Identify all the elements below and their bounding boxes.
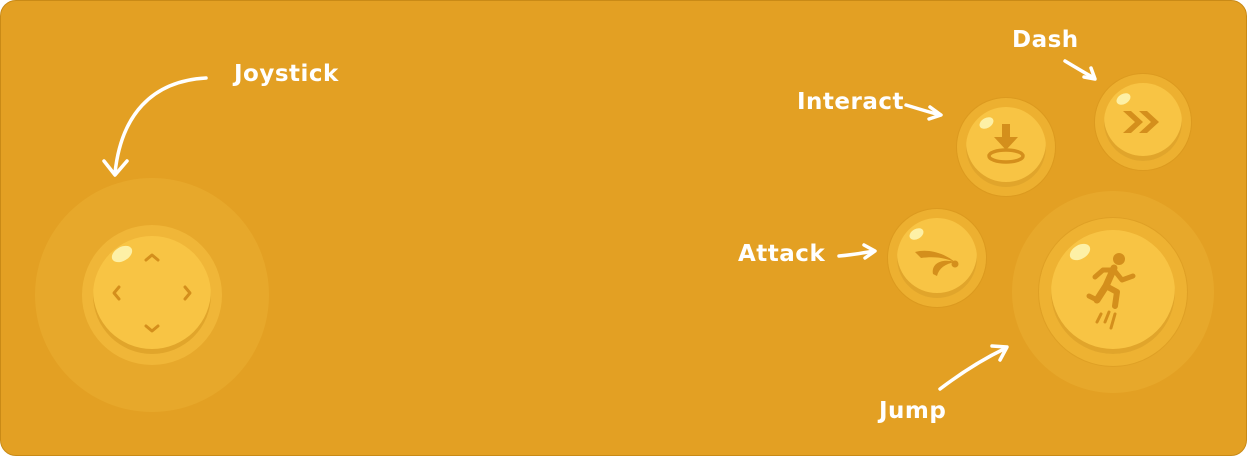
jump-arrow-icon [938, 344, 1009, 391]
dash-label: Dash [1012, 27, 1079, 53]
dash-arrow-icon [1063, 59, 1097, 81]
jump-label: Jump [879, 398, 947, 424]
attack-label: Attack [738, 241, 826, 267]
joystick-arrows [112, 253, 192, 333]
joystick-label: Joystick [234, 61, 339, 87]
double-chevron-right-icon [1123, 111, 1159, 133]
running-figure-icon [1086, 253, 1136, 330]
joystick-arrow-icon [102, 76, 208, 177]
chevron-up-icon [144, 253, 160, 262]
interact-arrow-icon [904, 103, 943, 121]
chevron-left-icon [112, 285, 121, 301]
interact-label: Interact [797, 89, 905, 115]
chevron-right-icon [183, 285, 192, 301]
slash-icon [915, 250, 959, 276]
chevron-down-icon [144, 324, 160, 333]
attack-arrow-icon [837, 243, 877, 260]
download-target-icon [987, 124, 1025, 164]
